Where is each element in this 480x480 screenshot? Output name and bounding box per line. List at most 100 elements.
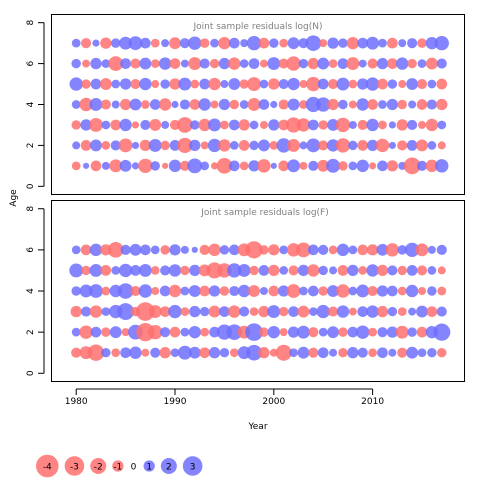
residual-bubble [316, 304, 330, 319]
residual-bubble [138, 284, 153, 298]
residual-bubble [269, 141, 279, 150]
residual-bubble [437, 347, 447, 358]
residual-bubble [71, 327, 81, 337]
residual-bubble [149, 99, 161, 110]
residual-bubble [161, 120, 170, 129]
residual-bubble [348, 161, 358, 171]
residual-bubble [348, 307, 357, 316]
residual-bubble [228, 57, 241, 70]
residual-bubble [377, 347, 388, 359]
residual-bubble [119, 78, 132, 90]
residual-bubble [258, 347, 270, 359]
residual-bubble [80, 119, 92, 131]
residual-bubble [72, 141, 81, 150]
residual-bubble [347, 326, 359, 338]
residual-bubble [269, 348, 278, 357]
residual-bubble [79, 325, 93, 339]
residual-bubble [396, 57, 409, 70]
residual-bubble [218, 36, 231, 50]
residual-bubble [140, 100, 150, 109]
residual-bubble [208, 118, 221, 132]
residual-bubble [279, 38, 289, 48]
residual-bubble [110, 119, 122, 131]
residual-bubble [306, 138, 321, 153]
residual-bubble [160, 245, 170, 255]
residual-bubble [416, 139, 428, 152]
panel-bottom-title: Joint sample residuals log(F) [200, 208, 328, 218]
residual-bubble [327, 98, 339, 111]
residual-bubble [258, 139, 270, 152]
residual-bubble [388, 348, 397, 357]
residual-bubble [425, 36, 439, 50]
residual-bubble [357, 37, 369, 49]
residual-bubble [346, 36, 360, 50]
residual-bubble [208, 347, 221, 359]
residual-bubble [435, 159, 449, 173]
residual-bubble [199, 58, 210, 69]
residual-bubble [101, 59, 111, 68]
residual-bubble [188, 346, 201, 359]
residual-bubble [170, 348, 180, 358]
residual-bubble [426, 99, 437, 110]
residual-bubble [82, 59, 91, 68]
residual-bubble [89, 284, 103, 298]
residual-bubble [378, 100, 387, 109]
y-tick-label: 6 [26, 247, 36, 253]
residual-bubble [218, 57, 231, 70]
residual-bubble [109, 159, 123, 173]
residual-bubble [307, 119, 319, 131]
residual-bubble [180, 327, 190, 337]
residual-bubble [367, 99, 378, 110]
residual-bubble [121, 328, 130, 337]
residual-bubble [158, 98, 172, 111]
legend-label: 1 [146, 463, 152, 473]
residual-bubble [90, 160, 102, 172]
residual-bubble [229, 141, 239, 150]
residual-bubble [209, 58, 220, 69]
residual-bubble [386, 98, 399, 111]
legend-label: -1 [113, 463, 122, 473]
x-tick-label: 2010 [361, 397, 384, 407]
residual-bubble [376, 285, 389, 297]
residual-bubble [219, 347, 230, 358]
residual-bubble [437, 120, 447, 130]
residual-bubble [110, 140, 121, 151]
residual-bubble [188, 36, 202, 50]
residual-bubble [376, 57, 389, 70]
residual-bubble [228, 305, 241, 318]
residual-bubble [356, 159, 369, 173]
residual-bubble [140, 119, 151, 131]
residual-bubble [89, 243, 103, 257]
residual-bubble [249, 265, 259, 276]
residual-bubble [101, 120, 111, 130]
residual-bubble [189, 99, 201, 110]
residual-bubble [179, 160, 190, 171]
residual-bubble [317, 159, 330, 172]
residual-bubble [71, 100, 81, 109]
residual-bubble [238, 119, 250, 131]
residual-bubble [162, 162, 169, 169]
residual-bubble [329, 266, 338, 275]
residual-bubble [307, 244, 319, 256]
residual-bubble [239, 79, 249, 89]
residual-bubble [276, 138, 291, 153]
residual-bubble [189, 139, 201, 152]
residual-bubble [286, 284, 301, 298]
y-tick-label: 8 [26, 20, 36, 26]
residual-bubble [316, 97, 331, 112]
residual-bubble [101, 286, 111, 296]
residual-bubble [138, 158, 153, 174]
residual-bubble [348, 100, 357, 109]
residual-bubble [136, 302, 155, 321]
residual-bubble [130, 265, 141, 276]
residual-bubble [89, 305, 103, 318]
residual-bubble [406, 346, 419, 359]
residual-bubble [397, 286, 407, 296]
residual-bubble [366, 305, 379, 318]
residual-bubble [220, 120, 229, 130]
residual-bubble [169, 78, 181, 90]
residual-bubble [407, 119, 418, 131]
residual-bubble [358, 59, 367, 68]
residual-bubble [367, 285, 378, 297]
residual-bubble [79, 284, 93, 298]
